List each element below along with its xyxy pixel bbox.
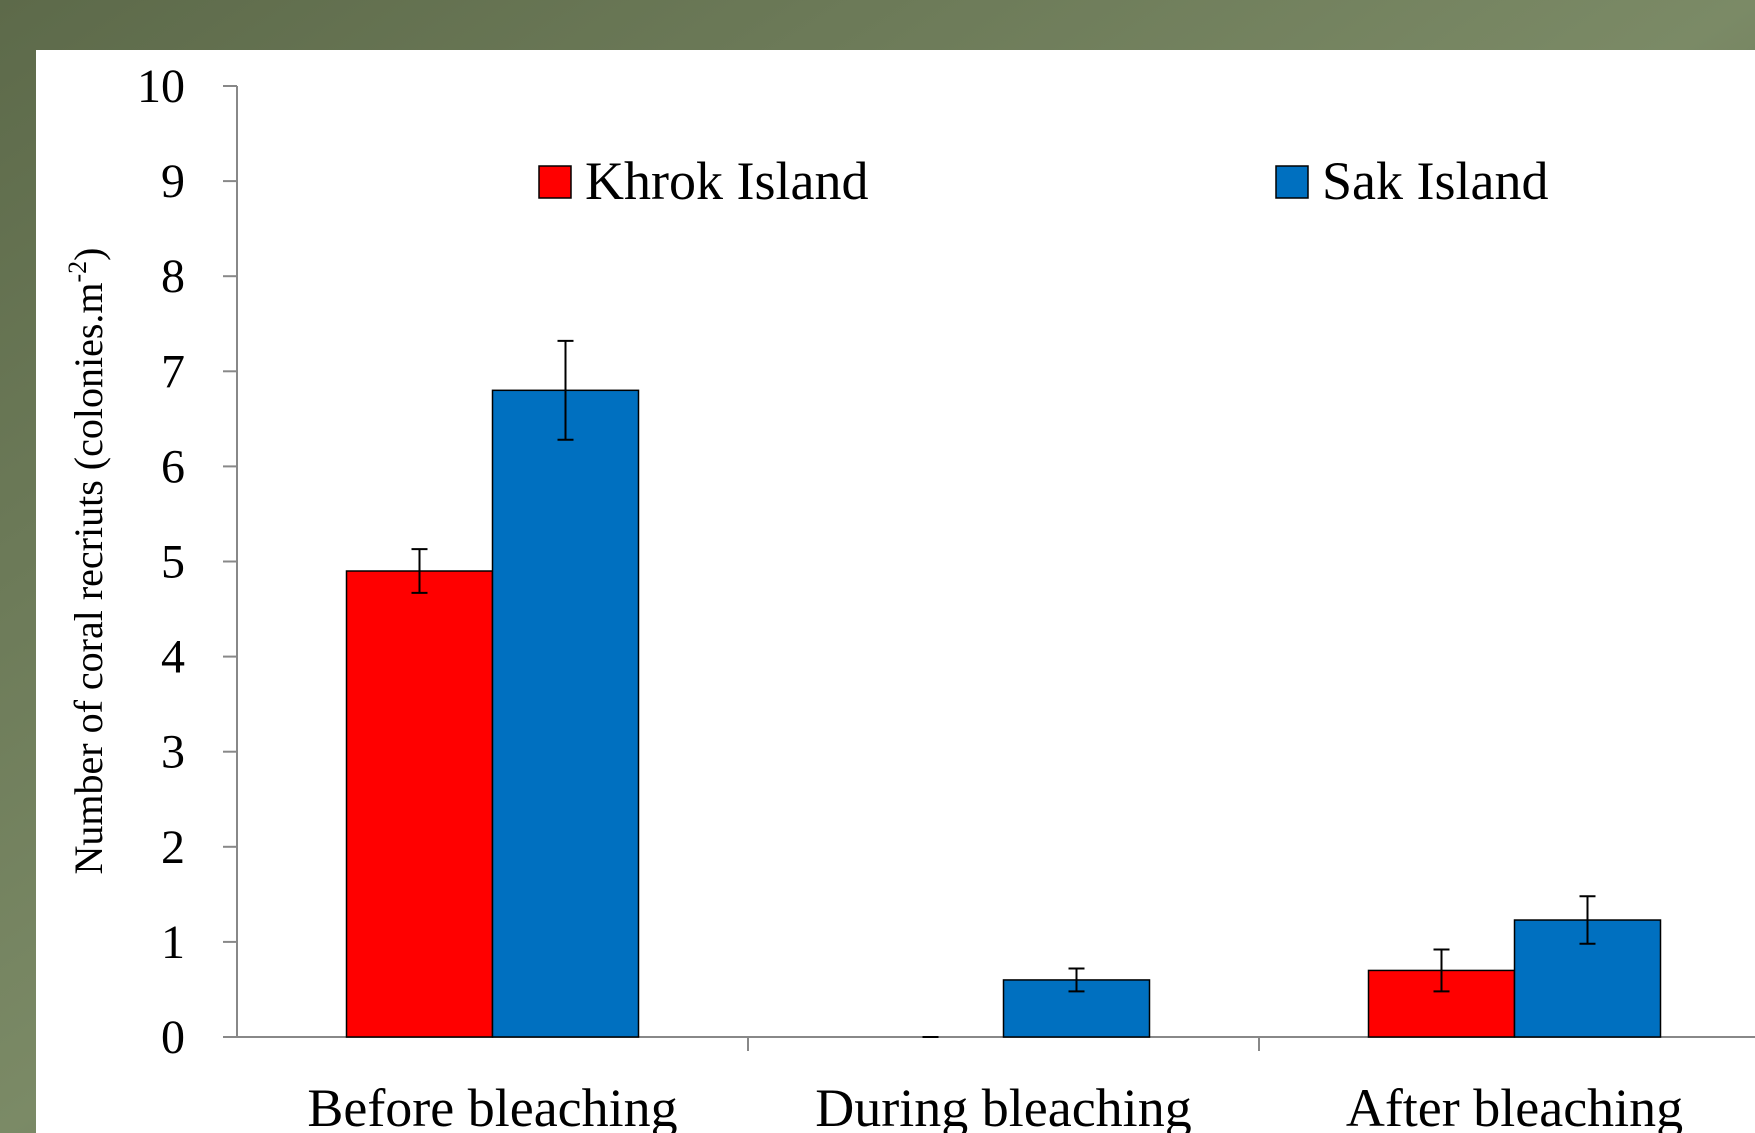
- legend-label: Sak Island: [1322, 151, 1548, 211]
- x-tick-label: After bleaching: [1346, 1078, 1683, 1133]
- y-axis-title-main: Number of coral recriuts (colonies.m: [66, 282, 111, 874]
- y-tick-label: 5: [161, 536, 185, 589]
- y-tick-label: 2: [161, 821, 185, 874]
- legend-swatch: [539, 166, 571, 198]
- y-axis-title-end: ): [66, 247, 111, 260]
- bar: [493, 390, 639, 1037]
- y-tick-label: 1: [161, 916, 185, 969]
- x-tick-label: During bleaching: [815, 1078, 1191, 1133]
- legend-label: Khrok Island: [585, 151, 868, 211]
- y-tick-label: 6: [161, 440, 185, 493]
- page: Number of coral recriuts (colonies.m-2) …: [0, 0, 1755, 1133]
- y-axis-title: Number of coral recriuts (colonies.m-2): [63, 247, 111, 874]
- bar: [347, 571, 493, 1037]
- y-tick-label: 9: [161, 155, 185, 208]
- y-tick-label: 8: [161, 250, 185, 303]
- chart: Number of coral recriuts (colonies.m-2) …: [0, 0, 1755, 1133]
- y-tick-label: 0: [161, 1011, 185, 1064]
- y-tick-label: 4: [161, 631, 185, 684]
- y-tick-label: 3: [161, 726, 185, 779]
- y-tick-label: 7: [161, 345, 185, 398]
- legend-swatch: [1276, 166, 1308, 198]
- y-axis-title-sup: -2: [63, 261, 92, 283]
- y-tick-label: 10: [137, 60, 185, 113]
- x-tick-label: Before bleaching: [307, 1078, 677, 1133]
